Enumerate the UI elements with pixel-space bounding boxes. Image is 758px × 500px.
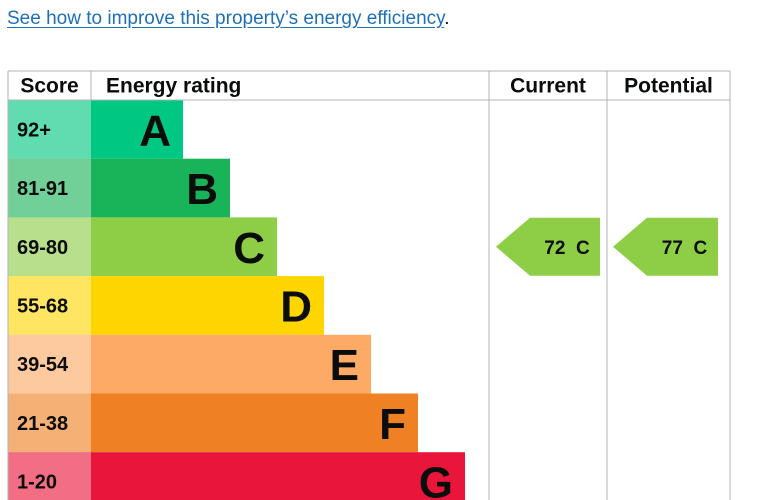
band-letter-a: A <box>139 106 171 155</box>
score-label-e: 39-54 <box>17 354 69 376</box>
band-bar-f <box>91 393 418 453</box>
improve-efficiency-link[interactable]: See how to improve this property’s energ… <box>7 8 445 29</box>
intro-line: See how to improve this property’s energ… <box>7 8 450 30</box>
score-cell-f <box>8 393 91 453</box>
band-bar-d <box>91 276 324 335</box>
band-bar-b <box>91 158 230 218</box>
band-letter-c: C <box>233 224 265 273</box>
current-arrow <box>496 217 600 276</box>
potential-rating-label: 77 C <box>662 238 708 259</box>
score-cell-tint-f <box>8 393 91 453</box>
header-current: Current <box>510 75 586 98</box>
band-letter-g: G <box>419 459 453 500</box>
score-label-c: 69-80 <box>17 237 68 259</box>
band-bar-c <box>91 217 277 277</box>
band-bar-e <box>91 334 371 394</box>
header-score: Score <box>20 75 78 98</box>
score-label-a: 92+ <box>17 119 51 141</box>
score-cell-e <box>8 334 91 394</box>
score-cell-a <box>8 100 91 159</box>
score-cell-b <box>8 158 91 218</box>
band-letter-b: B <box>186 165 218 214</box>
score-cell-tint-b <box>8 158 91 218</box>
header-energy-rating: Energy rating <box>106 75 241 98</box>
band-letter-d: D <box>280 282 312 331</box>
score-cell-tint-c <box>8 217 91 277</box>
score-cell-tint-a <box>8 100 91 159</box>
band-letter-e: E <box>330 341 359 390</box>
potential-arrow <box>613 217 718 276</box>
score-label-b: 81-91 <box>17 178 68 200</box>
score-cell-g <box>8 452 91 500</box>
band-bar-a <box>91 100 183 159</box>
score-cell-tint-g <box>8 452 91 500</box>
score-label-g: 1-20 <box>17 472 57 494</box>
score-label-d: 55-68 <box>17 295 68 317</box>
intro-period: . <box>444 8 450 29</box>
score-cell-d <box>8 276 91 335</box>
current-rating-label: 72 C <box>544 238 590 259</box>
band-letter-f: F <box>379 400 406 449</box>
score-cell-tint-d <box>8 276 91 335</box>
score-cell-c <box>8 217 91 277</box>
score-label-f: 21-38 <box>17 413 68 435</box>
score-cell-tint-e <box>8 334 91 394</box>
header-potential: Potential <box>624 75 713 98</box>
band-bar-g <box>91 452 465 500</box>
